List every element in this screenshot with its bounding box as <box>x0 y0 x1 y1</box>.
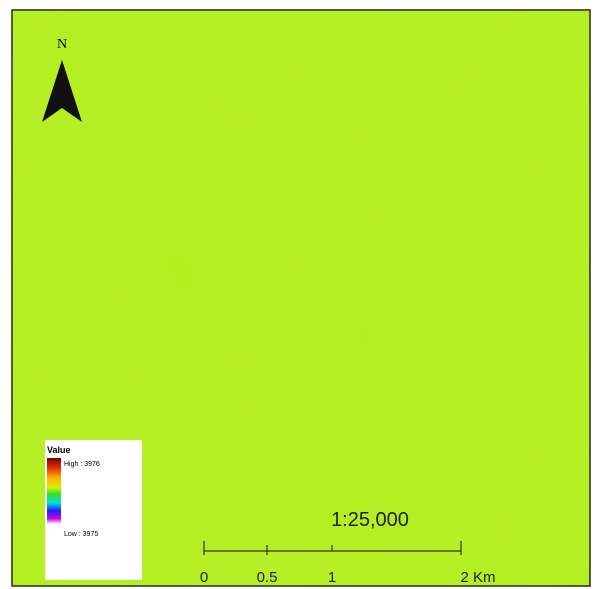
scale-label: 0 <box>200 569 208 586</box>
scale-label: 2 Km <box>460 569 495 586</box>
legend-ramp <box>47 458 61 524</box>
legend-low: Low : 3975 <box>64 531 98 538</box>
scale-label: 1 <box>328 569 336 586</box>
map-page: N Value High : 3976 Low : 3975 1:25,000 … <box>0 0 595 589</box>
legend-high: High : 3976 <box>64 461 100 468</box>
north-label: N <box>57 37 67 52</box>
scale-label: 0.5 <box>257 569 278 586</box>
scale-ratio: 1:25,000 <box>331 509 409 531</box>
legend-title: Value <box>47 445 71 455</box>
